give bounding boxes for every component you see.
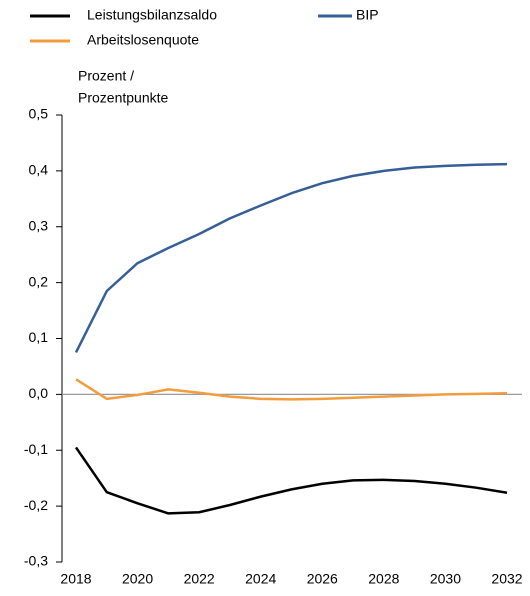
x-tick-label: 2026	[307, 571, 338, 587]
y-axis-label: Prozentpunkte	[78, 90, 168, 106]
y-tick-label: 0,1	[29, 329, 49, 345]
legend-label: Leistungsbilanzsaldo	[87, 7, 217, 23]
y-tick-label: 0,2	[29, 273, 49, 289]
legend-label: Arbeitslosenquote	[87, 32, 199, 48]
y-tick-label: 0,3	[29, 217, 49, 233]
x-tick-label: 2030	[430, 571, 461, 587]
y-tick-label: 0,4	[29, 162, 49, 178]
x-tick-label: 2020	[122, 571, 153, 587]
series-line	[74, 162, 508, 354]
x-tick-label: 2028	[368, 571, 399, 587]
y-axis-label: Prozent /	[78, 68, 134, 84]
x-tick-label: 2018	[60, 571, 91, 587]
y-tick-label: -0,3	[24, 553, 48, 569]
y-tick-label: 0,0	[29, 385, 49, 401]
y-tick-label: -0,2	[24, 497, 48, 513]
y-tick-label: -0,1	[24, 441, 48, 457]
x-tick-label: 2032	[491, 571, 522, 587]
series-line	[75, 378, 508, 401]
x-tick-label: 2022	[184, 571, 215, 587]
x-tick-label: 2024	[245, 571, 276, 587]
y-tick-label: 0,5	[29, 106, 49, 122]
legend-label: BIP	[356, 7, 379, 23]
series-line	[74, 446, 508, 515]
